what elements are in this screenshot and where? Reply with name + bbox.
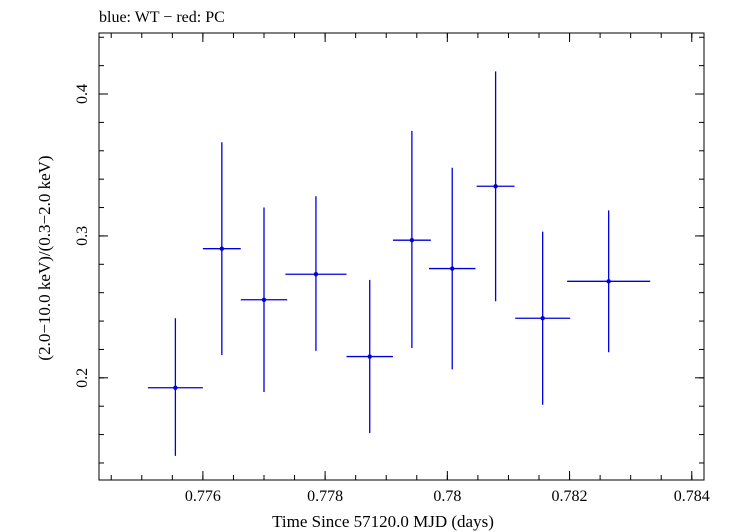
axis-ticks: 0.776 0.778 0.78 0.782 0.784 0.2 0.3 0.4 xyxy=(74,33,710,505)
data-marker xyxy=(261,297,267,302)
data-marks xyxy=(147,71,651,456)
data-point xyxy=(147,318,203,456)
data-marker xyxy=(367,354,372,359)
data-point xyxy=(476,71,515,302)
y-tick-label: 0.4 xyxy=(74,84,91,104)
x-tick-label: 0.782 xyxy=(552,488,588,505)
data-marker xyxy=(409,237,415,243)
y-axis-label: (2.0−10.0 keV)/(0.3−2.0 keV) xyxy=(35,155,54,360)
data-point xyxy=(392,130,431,349)
x-axis-label: Time Since 57120.0 MJD (days) xyxy=(272,512,494,531)
x-tick-label: 0.784 xyxy=(674,488,710,505)
data-point xyxy=(202,142,241,356)
x-tick-label: 0.778 xyxy=(307,488,343,505)
data-marker xyxy=(219,246,225,251)
x-tick-label: 0.78 xyxy=(433,488,461,505)
data-marker xyxy=(493,184,498,189)
data-marker xyxy=(173,385,178,390)
x-tick-label: 0.776 xyxy=(185,488,221,505)
data-point xyxy=(285,196,347,351)
data-marker xyxy=(450,266,455,271)
y-tick-label: 0.2 xyxy=(74,368,91,388)
plot-frame xyxy=(98,32,705,481)
data-marker xyxy=(540,316,545,321)
data-point xyxy=(429,167,476,370)
data-point xyxy=(567,210,651,353)
y-tick-label: 0.3 xyxy=(74,226,91,246)
data-marker xyxy=(606,279,611,284)
data-marker xyxy=(313,272,319,277)
data-point xyxy=(240,207,288,393)
data-point xyxy=(515,231,571,405)
data-point xyxy=(346,279,393,434)
chart-title: blue: WT − red: PC xyxy=(99,9,225,26)
